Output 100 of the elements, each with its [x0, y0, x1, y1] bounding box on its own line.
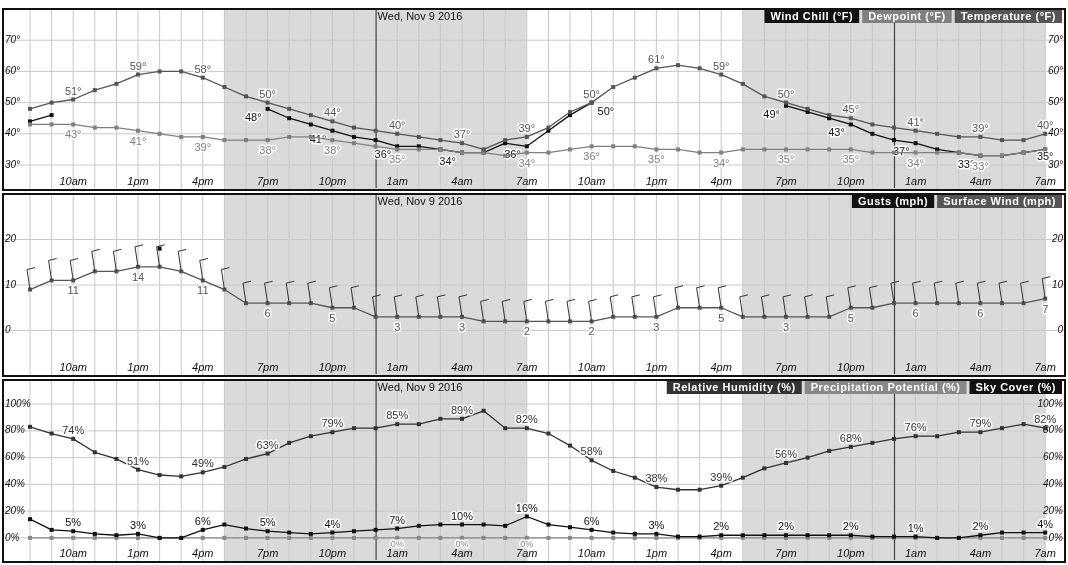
- data-label: 43°: [828, 126, 845, 139]
- x-tick-label: 10am: [59, 361, 87, 373]
- y-tick-label: 0%: [5, 531, 20, 543]
- data-label: 38°: [324, 144, 341, 157]
- x-tick-label: 4pm: [710, 547, 732, 559]
- data-label: 59°: [712, 59, 730, 72]
- data-label: 5%: [259, 516, 276, 529]
- data-label: 89%: [450, 403, 474, 416]
- data-label: 39%: [710, 470, 733, 483]
- data-label: 11: [197, 284, 209, 297]
- x-tick-label: 7pm: [256, 175, 279, 187]
- data-label: 7%: [389, 513, 406, 526]
- data-label: 35°: [777, 153, 795, 166]
- data-label: 50°: [597, 104, 615, 117]
- x-tick-label: 10am: [577, 361, 606, 373]
- x-tick-label: 10pm: [318, 175, 347, 187]
- x-tick-label: 1am: [386, 547, 408, 559]
- data-label: 38%: [645, 472, 668, 485]
- data-label: 41°: [907, 115, 924, 128]
- x-tick-label: 4pm: [192, 175, 214, 187]
- x-tick-label: 10pm: [837, 175, 865, 187]
- data-label: 79%: [969, 417, 992, 430]
- x-tick-label: 10pm: [318, 547, 347, 559]
- text: Relative Humidity (%): [672, 381, 796, 393]
- x-tick-label: 1am: [904, 175, 927, 187]
- data-label: 38°: [259, 144, 276, 157]
- y2-tick-label: 0: [1057, 324, 1064, 336]
- data-label: 34°: [907, 156, 924, 169]
- y-tick-label: 40°: [5, 127, 21, 139]
- x-tick-label: 10pm: [318, 361, 347, 373]
- data-label: 6: [977, 307, 984, 320]
- y-tick-label: 80%: [5, 424, 26, 436]
- data-label: 51°: [64, 84, 82, 97]
- x-tick-label: 1pm: [127, 361, 149, 373]
- x-tick-label: 10pm: [837, 547, 865, 559]
- data-label: 39°: [972, 121, 989, 134]
- data-label: 3: [394, 320, 401, 333]
- data-label: 76%: [904, 421, 927, 434]
- x-tick-label: 10am: [577, 547, 606, 559]
- x-tick-label: 4am: [969, 547, 992, 559]
- data-label: 16%: [515, 501, 539, 514]
- x-tick-label: 7pm: [775, 547, 797, 559]
- data-label: 36°: [583, 150, 600, 163]
- x-tick-label: 1pm: [127, 175, 149, 187]
- x-tick-label: 10am: [59, 547, 87, 559]
- x-tick-label: 7pm: [256, 547, 279, 559]
- x-tick-label: 4am: [451, 547, 473, 559]
- x-tick-label: 4pm: [192, 547, 214, 559]
- data-label: 3%: [130, 518, 147, 531]
- x-tick-label: 1am: [386, 175, 408, 187]
- x-tick-label: 7am: [516, 547, 538, 559]
- y-tick-label: 30°: [5, 158, 21, 170]
- data-label: 50°: [583, 87, 600, 100]
- data-label: 50°: [777, 87, 795, 100]
- data-label: 35°: [842, 153, 860, 166]
- y-tick-label: 20: [4, 233, 17, 245]
- ref-line-label: Wed, Nov 9 2016: [377, 381, 463, 393]
- x-tick-label: 7pm: [256, 361, 279, 373]
- data-label: 49°: [763, 107, 780, 120]
- x-tick-label: 4pm: [710, 361, 732, 373]
- x-tick-label: 1am: [386, 361, 408, 373]
- y2-tick-label: 10: [1051, 278, 1064, 290]
- data-label: 3: [653, 320, 660, 333]
- data-label: 7: [1042, 302, 1049, 315]
- data-label: 2%: [972, 520, 989, 533]
- x-tick-label: 7am: [516, 361, 538, 373]
- data-label: 10%: [450, 509, 474, 522]
- data-label: 39°: [194, 140, 212, 153]
- y-tick-label: 10: [5, 278, 17, 290]
- data-label: 5: [718, 311, 725, 324]
- data-label: 3%: [648, 518, 665, 531]
- y2-tick-label: 60°: [1047, 65, 1063, 77]
- data-label: 6%: [194, 514, 211, 527]
- data-label: 3: [458, 320, 466, 333]
- data-label: 1%: [907, 521, 924, 534]
- data-label: 49%: [191, 457, 215, 470]
- data-label: 14: [131, 270, 145, 283]
- x-tick-label: 1pm: [645, 547, 668, 559]
- data-label: 48°: [244, 110, 262, 123]
- x-tick-label: 10am: [59, 175, 87, 187]
- y2-tick-label: 50°: [1047, 96, 1063, 108]
- x-tick-label: 1am: [904, 361, 927, 373]
- data-label: 37°: [453, 128, 471, 141]
- data-label: 5: [329, 311, 336, 324]
- y-tick-label: 100%: [5, 397, 31, 409]
- data-label: 61°: [648, 53, 665, 66]
- y-tick-label: 0: [5, 324, 11, 336]
- data-label: 39°: [518, 121, 536, 134]
- text: Temperature (°F): [960, 10, 1056, 22]
- y2-tick-label: 70°: [1047, 33, 1063, 45]
- ref-line-label: Wed, Nov 9 2016: [377, 195, 463, 207]
- data-label: 74%: [62, 423, 85, 436]
- data-label: 59°: [129, 59, 147, 72]
- data-label: 40°: [388, 118, 406, 131]
- data-label: 41°: [129, 134, 147, 147]
- data-label: 43°: [64, 128, 82, 141]
- data-label: 68%: [839, 431, 863, 444]
- y2-tick-label: 40°: [1047, 127, 1063, 139]
- y-tick-label: 70°: [5, 33, 21, 45]
- x-tick-label: 4am: [969, 175, 992, 187]
